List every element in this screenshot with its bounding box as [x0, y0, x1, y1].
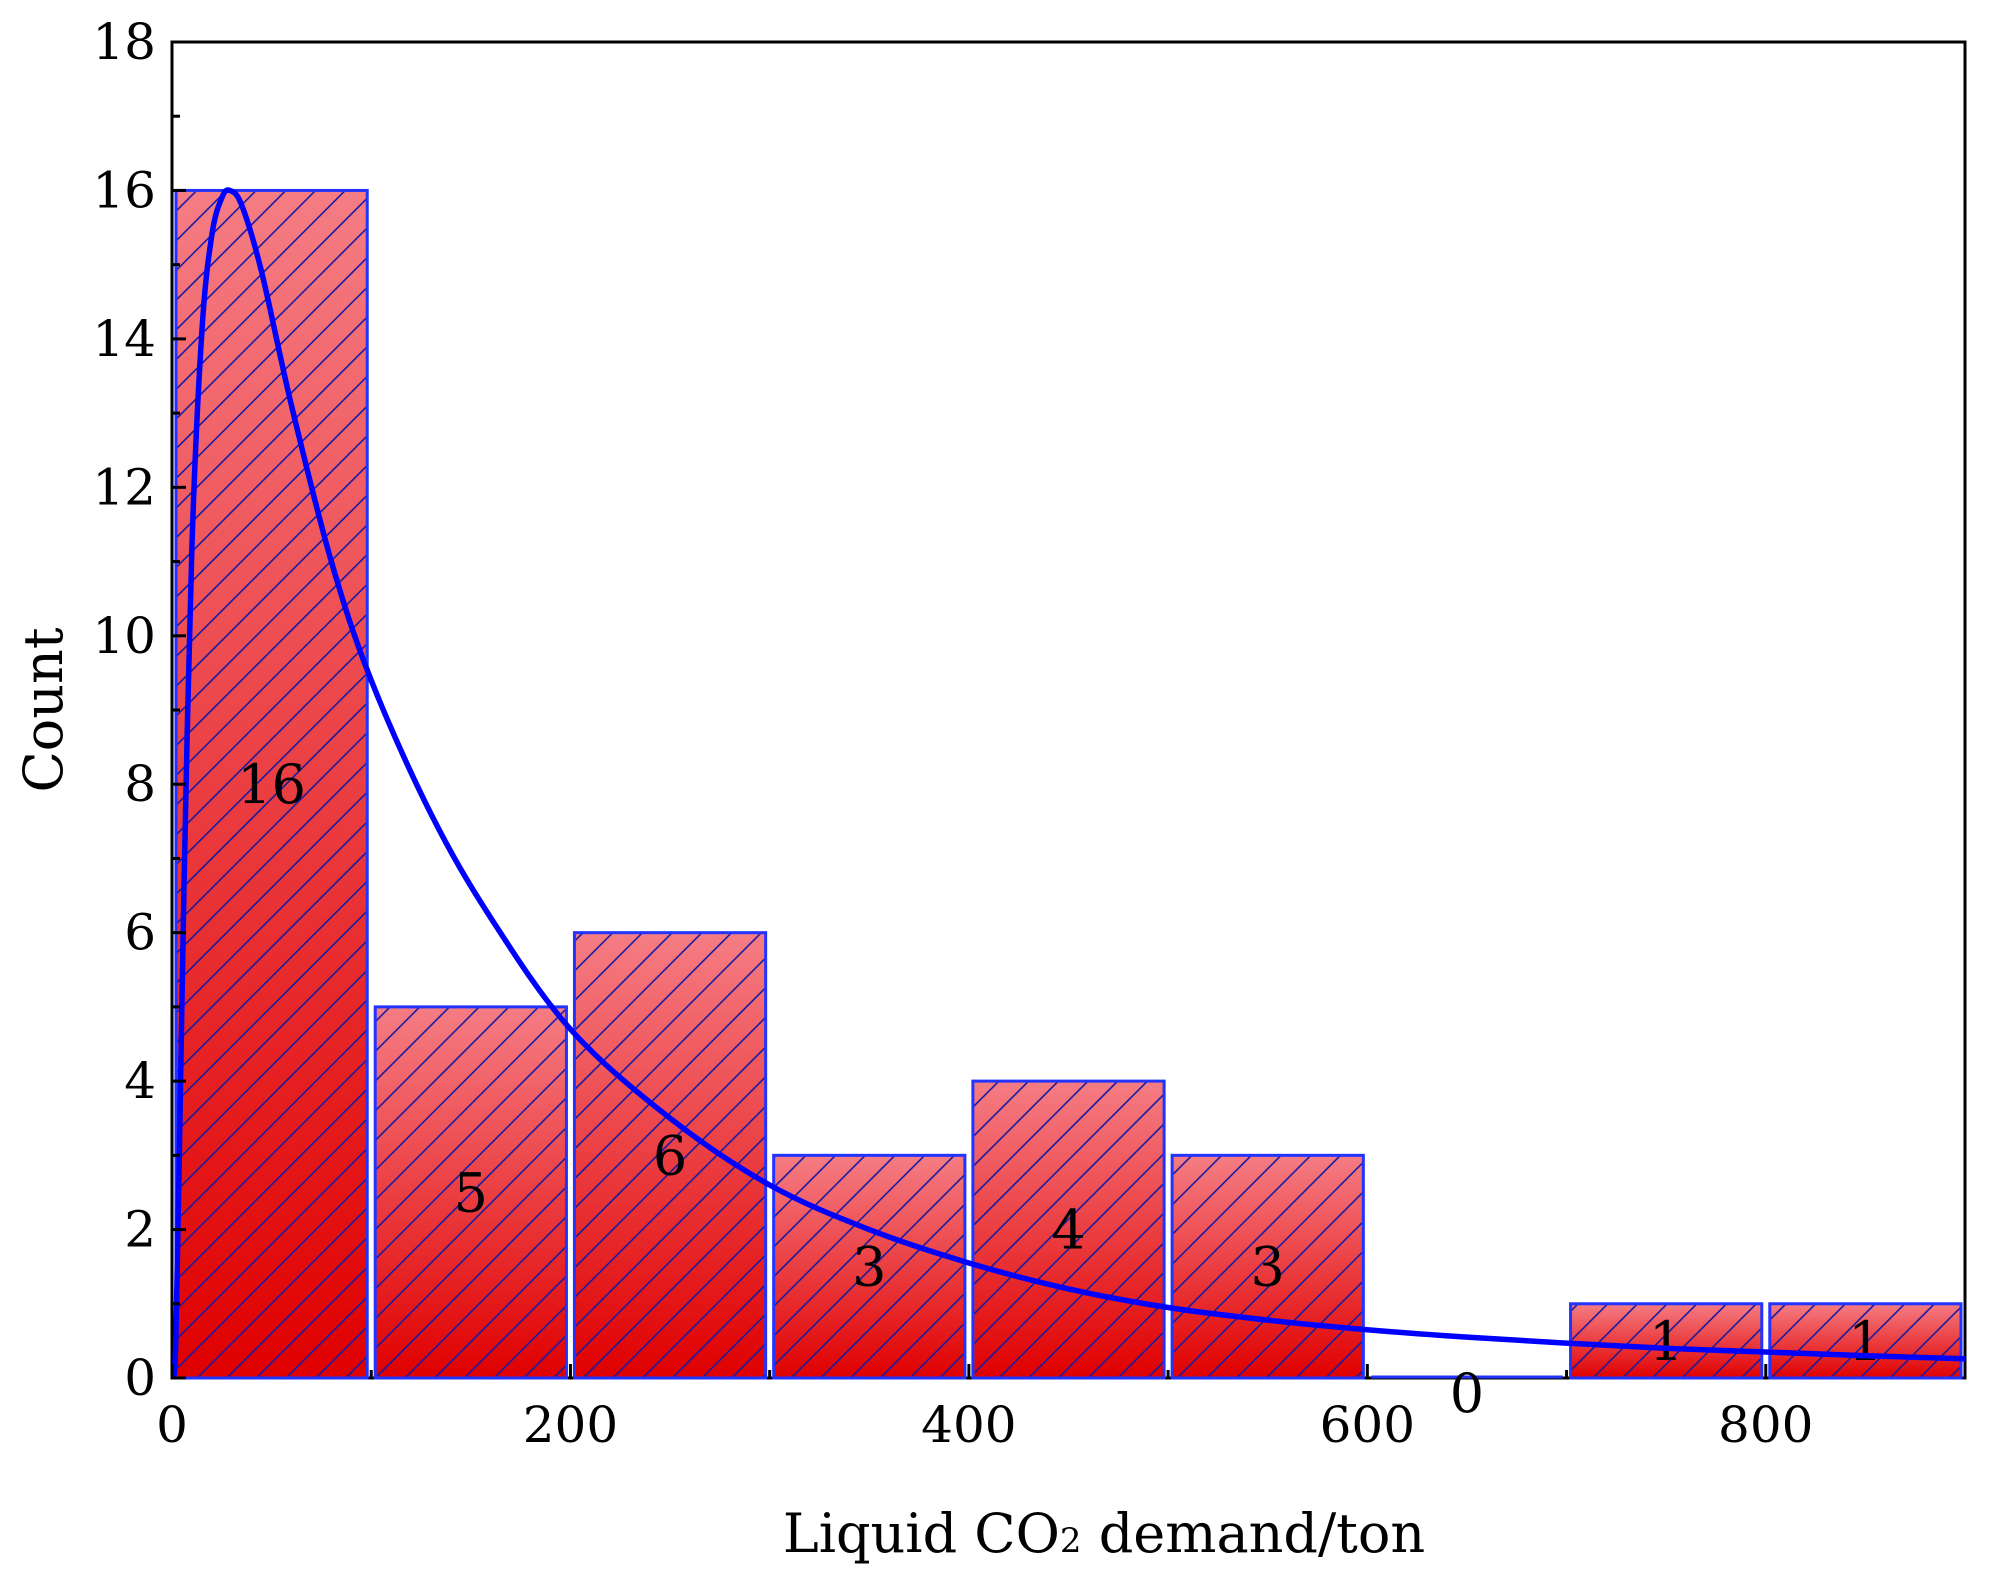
y-tick-label-10: 10	[92, 607, 156, 665]
x-axis-title: Liquid CO2 demand/ton	[783, 1502, 1425, 1565]
bar-label-0: 16	[237, 753, 306, 816]
histogram-bar-4	[971, 1079, 1166, 1380]
x-axis-title-main: Liquid CO	[783, 1502, 1060, 1565]
bar-label-7: 1	[1649, 1310, 1683, 1373]
fit-curve-layer	[172, 187, 1965, 1377]
bar-label-1: 5	[454, 1161, 488, 1224]
bar-label-3: 3	[852, 1236, 886, 1299]
y-tick-label-2: 2	[124, 1201, 156, 1259]
x-tick-label-0: 0	[156, 1396, 188, 1454]
y-tick-label-14: 14	[92, 310, 156, 368]
x-tick-label-400: 400	[921, 1396, 1016, 1454]
histogram-bar-8	[1768, 1302, 1963, 1380]
bar-label-2: 6	[653, 1124, 687, 1187]
bar-label-5: 3	[1251, 1236, 1285, 1299]
y-tick-label-6: 6	[124, 904, 156, 962]
x-axis-title-rest: demand/ton	[1082, 1502, 1426, 1565]
histogram-bar-3	[772, 1153, 967, 1380]
fit-curve	[172, 187, 1965, 1377]
bar-labels-layer: 16 5 6 3 4 3 0 1 1	[237, 753, 1882, 1425]
y-tick-label-12: 12	[92, 458, 156, 516]
bar-label-6: 0	[1450, 1362, 1484, 1425]
histogram-bar-1	[373, 1005, 568, 1380]
y-axis-title: Count	[12, 627, 75, 792]
histogram-bar-7	[1569, 1302, 1764, 1380]
y-tick-label-4: 4	[124, 1052, 156, 1110]
x-tick-label-600: 600	[1320, 1396, 1415, 1454]
histogram-bar-5	[1170, 1153, 1365, 1380]
bar-label-8: 1	[1848, 1310, 1882, 1373]
histogram-bar-0	[174, 188, 369, 1380]
x-axis-title-subscript: 2	[1060, 1521, 1082, 1561]
y-tick-label-16: 16	[92, 161, 156, 219]
y-tick-label-18: 18	[92, 13, 156, 71]
bars-layer	[174, 188, 1963, 1380]
x-tick-label-200: 200	[523, 1396, 618, 1454]
bar-label-4: 4	[1051, 1199, 1085, 1262]
histogram-bar-2	[572, 931, 768, 1380]
x-tick-label-800: 800	[1718, 1396, 1813, 1454]
y-tick-label-0: 0	[124, 1349, 156, 1407]
y-tick-label-8: 8	[124, 755, 156, 813]
